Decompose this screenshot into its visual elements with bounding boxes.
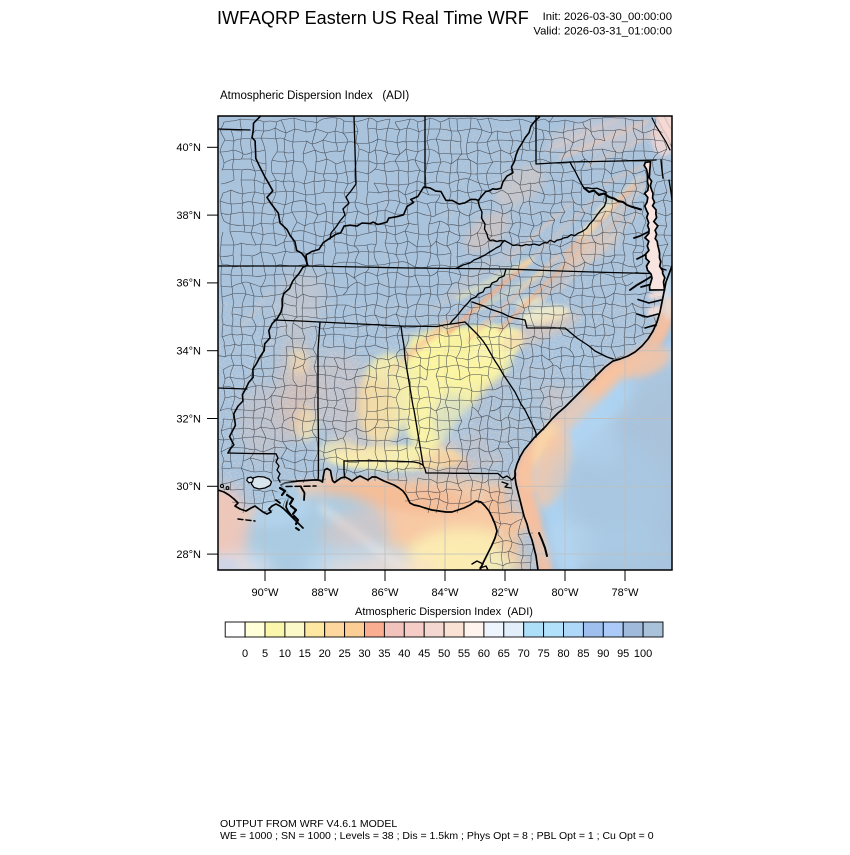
svg-text:OUTPUT FROM WRF V4.6.1 MODEL: OUTPUT FROM WRF V4.6.1 MODEL	[220, 818, 397, 830]
svg-text:30: 30	[358, 648, 370, 660]
svg-text:85: 85	[577, 648, 589, 660]
svg-text:40°N: 40°N	[176, 142, 201, 154]
svg-text:88°W: 88°W	[311, 587, 339, 599]
svg-text:84°W: 84°W	[431, 587, 459, 599]
svg-text:WE = 1000 ; SN = 1000 ; Levels: WE = 1000 ; SN = 1000 ; Levels = 38 ; Di…	[220, 830, 654, 842]
svg-text:90°W: 90°W	[251, 587, 279, 599]
svg-text:28°N: 28°N	[176, 549, 201, 561]
svg-text:0: 0	[242, 648, 248, 660]
svg-text:32°N: 32°N	[176, 413, 201, 425]
svg-text:65: 65	[498, 648, 510, 660]
svg-text:50: 50	[438, 648, 450, 660]
svg-text:95: 95	[617, 648, 629, 660]
svg-text:86°W: 86°W	[371, 587, 399, 599]
svg-text:IWFAQRP Eastern US Real Time W: IWFAQRP Eastern US Real Time WRF	[217, 8, 529, 28]
svg-text:Init: 2026-03-30_00:00:00: Init: 2026-03-30_00:00:00	[543, 11, 672, 23]
svg-text:15: 15	[299, 648, 311, 660]
svg-text:70: 70	[518, 648, 530, 660]
svg-text:60: 60	[478, 648, 490, 660]
svg-text:45: 45	[418, 648, 430, 660]
svg-text:20: 20	[319, 648, 331, 660]
svg-text:38°N: 38°N	[176, 210, 201, 222]
svg-text:82°W: 82°W	[491, 587, 519, 599]
svg-text:75: 75	[537, 648, 549, 660]
svg-text:55: 55	[458, 648, 470, 660]
svg-text:80: 80	[557, 648, 569, 660]
svg-text:40: 40	[398, 648, 410, 660]
svg-text:5: 5	[262, 648, 268, 660]
svg-text:10: 10	[279, 648, 291, 660]
svg-text:80°W: 80°W	[551, 587, 579, 599]
svg-text:36°N: 36°N	[176, 278, 201, 290]
svg-text:25: 25	[338, 648, 350, 660]
svg-text:Atmospheric Dispersion Index: Atmospheric Dispersion Index (ADI)	[220, 90, 409, 102]
svg-text:100: 100	[634, 648, 652, 660]
svg-text:Valid: 2026-03-31_01:00:00: Valid: 2026-03-31_01:00:00	[533, 26, 672, 38]
svg-text:90: 90	[597, 648, 609, 660]
svg-text:35: 35	[378, 648, 390, 660]
svg-text:30°N: 30°N	[176, 481, 201, 493]
svg-text:Atmospheric Dispersion Index: Atmospheric Dispersion Index (ADI)	[355, 606, 533, 618]
svg-text:34°N: 34°N	[176, 346, 201, 358]
svg-text:78°W: 78°W	[611, 587, 639, 599]
